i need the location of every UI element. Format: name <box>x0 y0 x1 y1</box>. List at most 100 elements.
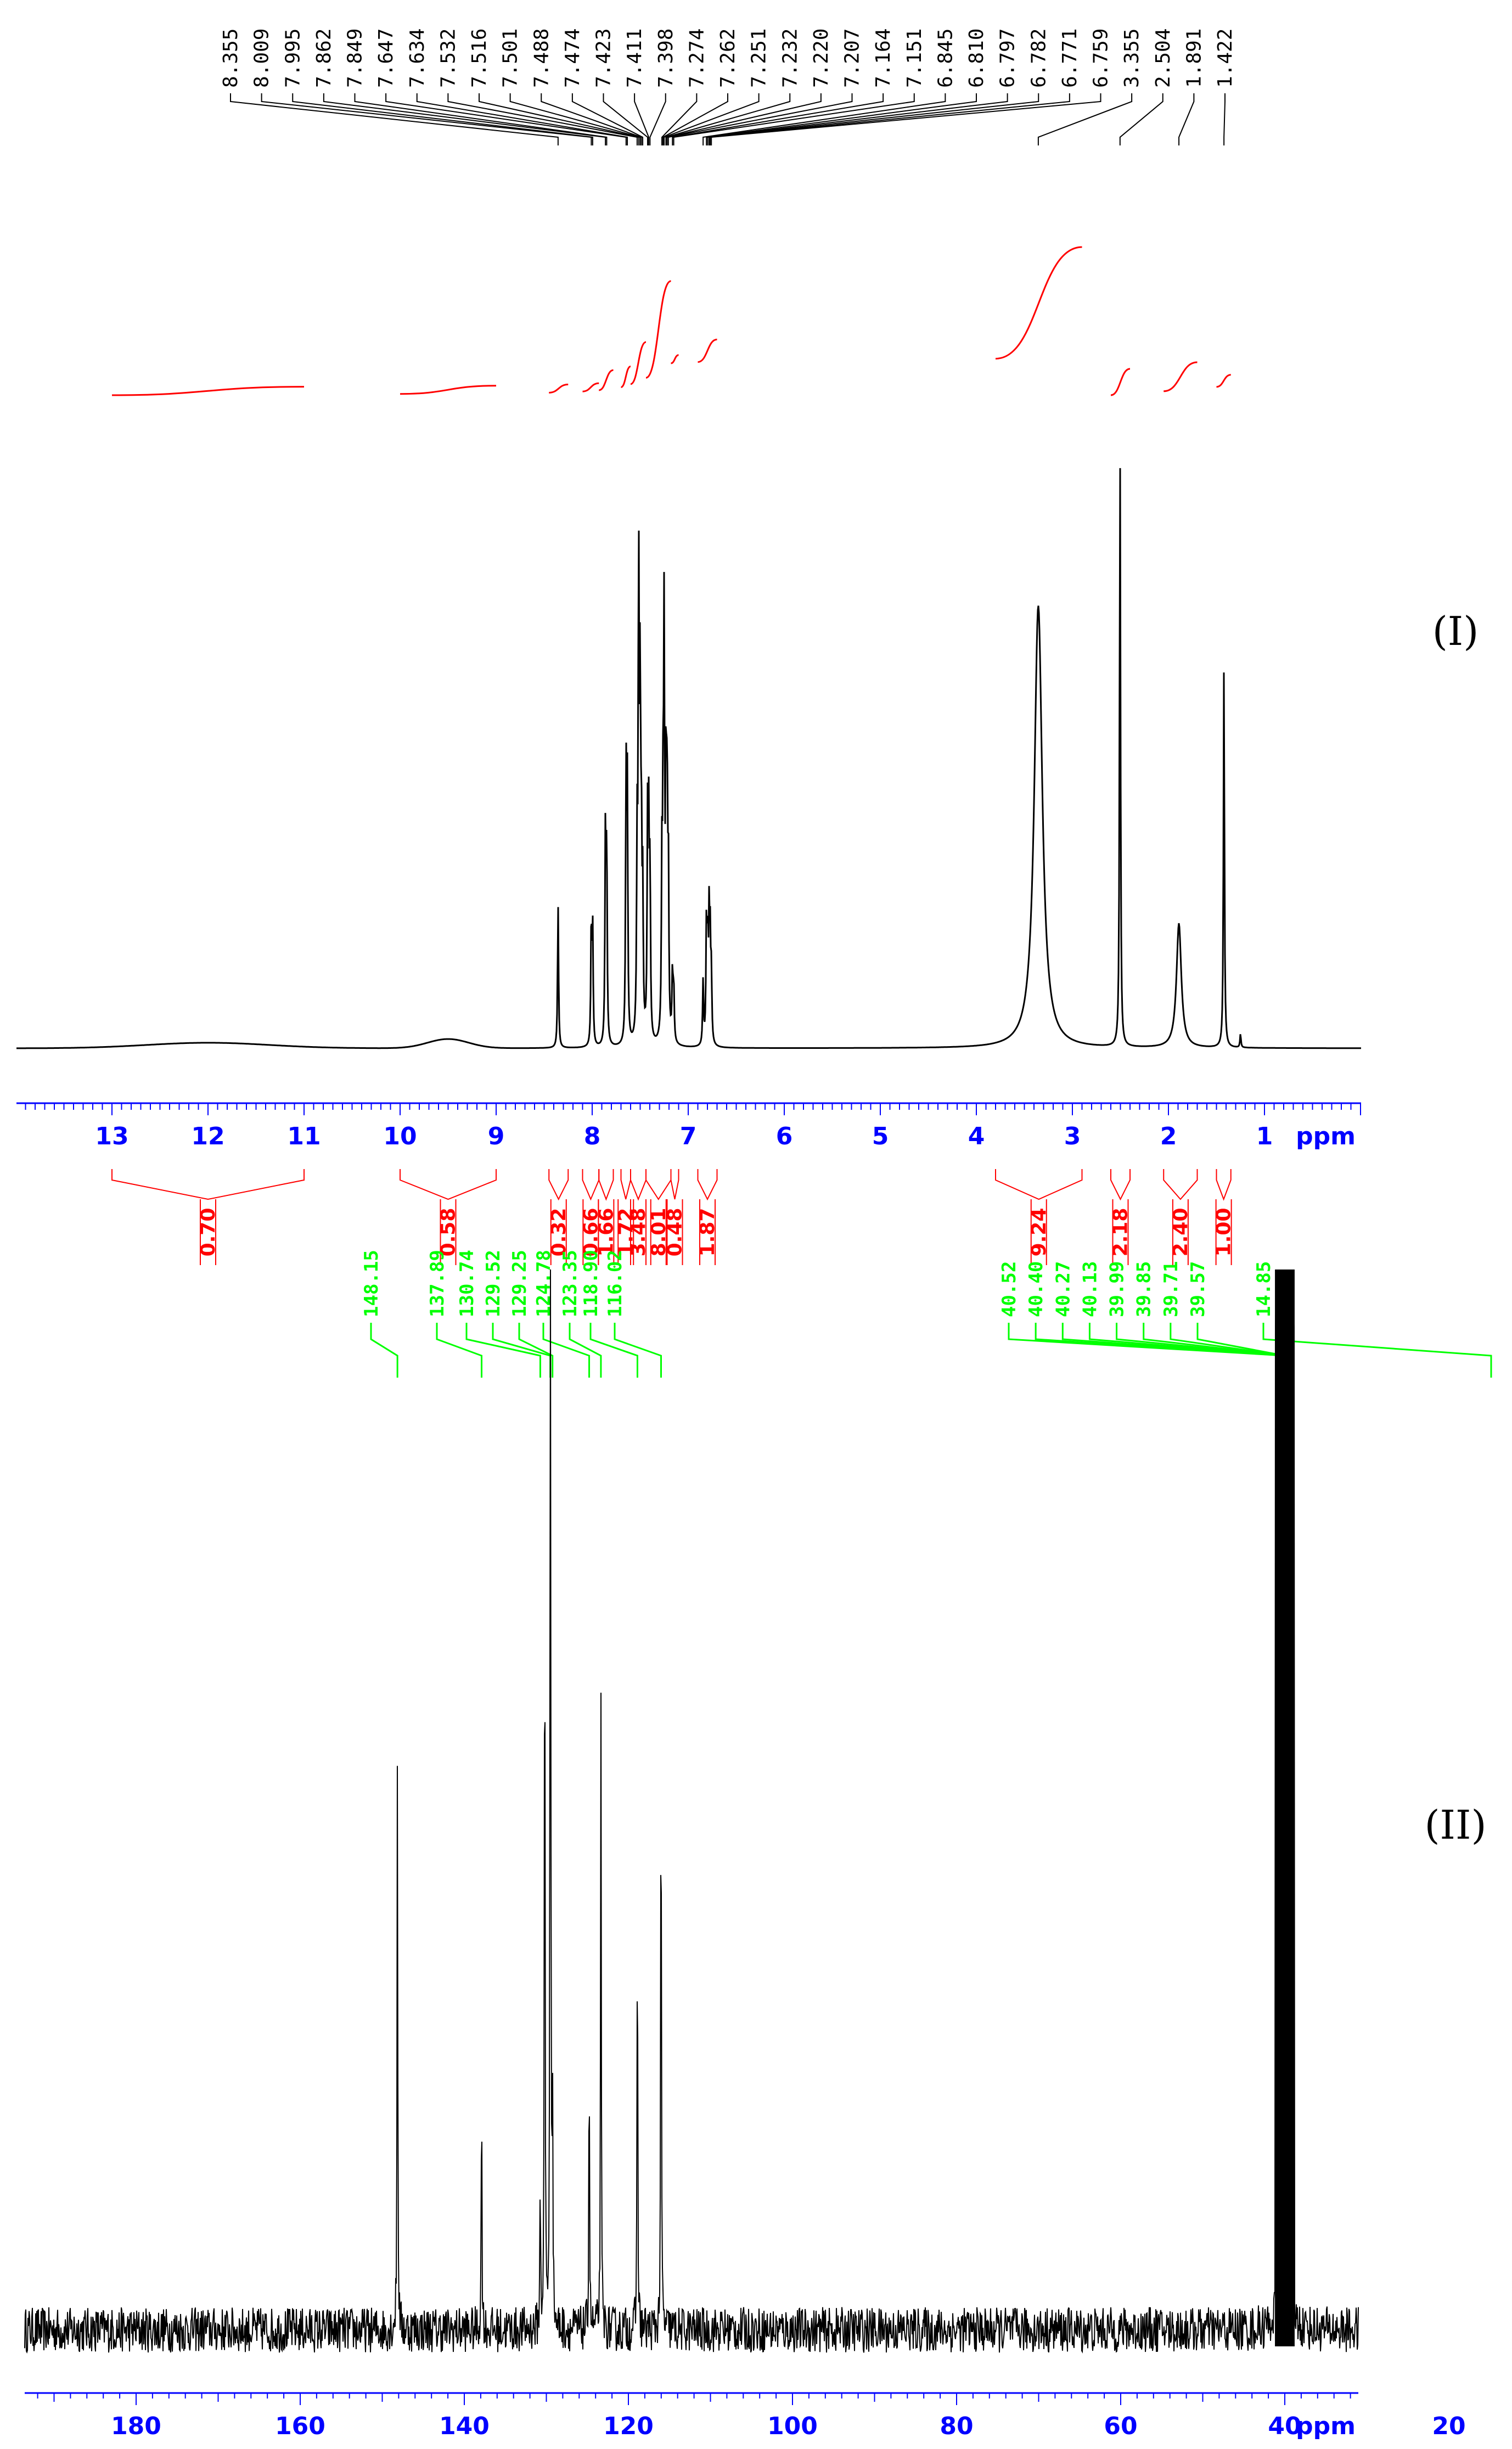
peak-label-leader <box>666 93 822 145</box>
peak-label: 7.398 <box>655 29 677 88</box>
peak-label-leader <box>709 93 1039 145</box>
peak-label-leader <box>1119 93 1163 145</box>
peak-label: 6.771 <box>1059 29 1081 88</box>
integral-value: 2.40 <box>1170 1208 1192 1257</box>
axis-tick-label: 6 <box>776 1122 793 1150</box>
peak-label: 7.164 <box>872 29 895 88</box>
carbon-peak-label: 39.71 <box>1160 1261 1182 1317</box>
carbon-peak-label: 40.52 <box>998 1261 1020 1317</box>
peak-label: 7.634 <box>406 29 429 88</box>
axis-tick-label: 8 <box>584 1122 601 1150</box>
peak-label: 7.251 <box>748 29 771 88</box>
integral-value: 2.18 <box>1110 1208 1132 1257</box>
peak-label: 7.862 <box>313 29 335 88</box>
carbon-peak-label: 118.90 <box>580 1250 602 1317</box>
peak-label: 8.355 <box>220 29 242 88</box>
integral-curve <box>1110 368 1131 396</box>
axis-tick-label: 10 <box>383 1122 417 1150</box>
peak-label: 8.009 <box>251 29 273 88</box>
integral-curve <box>671 354 679 364</box>
peak-label: 2.504 <box>1152 29 1174 88</box>
integral-curve <box>598 369 614 391</box>
peak-label: 6.797 <box>997 29 1019 88</box>
integral-bracket <box>995 1169 1083 1200</box>
axis-tick-label: 2 <box>1160 1122 1177 1150</box>
peak-label-leader <box>662 93 728 145</box>
peak-label: 1.891 <box>1183 29 1205 88</box>
carbon-peak-leader <box>436 1323 483 1378</box>
integral-curve <box>1216 374 1232 388</box>
integral-value: 9.24 <box>1028 1208 1050 1257</box>
axis-tick-label: 100 <box>767 2412 818 2440</box>
integral-curve <box>1163 361 1198 392</box>
axis-tick-label: 20 <box>1432 2412 1465 2440</box>
peak-label: 7.474 <box>561 29 584 88</box>
peak-label-leader <box>702 93 946 145</box>
solvent-peak <box>1275 1270 1295 2346</box>
carbon-peak-label: 40.40 <box>1025 1261 1047 1317</box>
proton-spectrum-trace <box>16 468 1361 1049</box>
proton-nmr-panel: 8.355 8.009 7.995 7.862 7.849 7.647 7.634 7.532… <box>16 29 1479 1265</box>
peak-label: 6.782 <box>1027 29 1050 88</box>
integral-value: 1.72 <box>615 1208 637 1257</box>
peak-label: 7.151 <box>903 29 926 88</box>
axis-tick-label: 13 <box>95 1122 128 1150</box>
carbon-ppm-axis: 180 160 140 120 100 80 60 40 20 ppm <box>25 2392 1466 2440</box>
peak-label: 7.488 <box>530 29 553 88</box>
carbon-peak-label: 124.78 <box>533 1250 555 1317</box>
peak-label-leader <box>711 93 1101 145</box>
carbon-peak-leader <box>1262 1323 1492 1378</box>
axis-unit-label: ppm <box>1296 1122 1356 1150</box>
peak-label-leader <box>706 93 977 145</box>
peak-label: 7.220 <box>810 29 833 88</box>
peak-label: 7.647 <box>375 29 397 88</box>
peak-label-leader <box>385 93 627 145</box>
peak-label-leader <box>649 93 666 145</box>
carbon-peak-leader <box>542 1323 591 1378</box>
peak-label-leader <box>479 93 639 145</box>
peak-label: 7.849 <box>344 29 367 88</box>
integral-curve <box>400 385 497 395</box>
peak-label-leader <box>571 93 644 145</box>
axis-tick-label: 140 <box>439 2412 490 2440</box>
integral-value: 1.00 <box>1213 1208 1235 1257</box>
carbon-peak-label: 129.25 <box>509 1250 531 1317</box>
carbon-peak-label: 39.85 <box>1133 1261 1155 1317</box>
peak-label-leader <box>354 93 608 145</box>
peak-label-leader <box>672 93 884 145</box>
carbon-spectrum <box>24 1269 1359 2354</box>
peak-label-leader <box>707 93 1008 145</box>
integral-bracket <box>548 1169 569 1201</box>
peak-label-leader <box>509 93 641 145</box>
carbon-peak-label: 40.27 <box>1052 1261 1074 1317</box>
integral-curve <box>630 341 647 385</box>
proton-integral-values: 0.70 0.58 0.32 0.661.661.723.488.010.48 1.87… <box>111 1169 1235 1265</box>
carbon-peak-label: 123.35 <box>559 1250 581 1317</box>
integral-curve <box>582 382 599 392</box>
axis-tick-label: 120 <box>603 2412 654 2440</box>
peak-label: 7.532 <box>437 29 459 88</box>
carbon-peak-label: 137.89 <box>426 1250 448 1317</box>
peak-label: 3.355 <box>1121 29 1143 88</box>
peak-label: 7.262 <box>717 29 739 88</box>
panel-label-ii: (II) <box>1424 1802 1486 1848</box>
axis-tick-label: 40 <box>1268 2412 1301 2440</box>
peak-label-leader <box>665 93 791 145</box>
axis-tick-label: 1 <box>1256 1122 1273 1150</box>
integral-bracket <box>598 1169 614 1201</box>
integral-value: 0.48 <box>664 1208 687 1257</box>
integral-bracket <box>697 1169 718 1201</box>
carbon-peak-leader <box>614 1323 662 1378</box>
carbon-peak-label: 39.57 <box>1187 1261 1209 1317</box>
carbon-peak-label: 148.15 <box>361 1250 383 1317</box>
axis-tick-label: 3 <box>1064 1122 1081 1150</box>
peak-label: 7.411 <box>623 29 646 88</box>
integral-curve <box>698 338 717 363</box>
peak-label-leader <box>1178 93 1195 145</box>
integral-bracket <box>670 1169 679 1200</box>
proton-ppm-axis: 13 12 11 10 9 8 7 6 5 4 3 2 1 ppm <box>16 1102 1361 1150</box>
peak-label-leader <box>603 93 648 145</box>
integral-bracket <box>400 1169 497 1200</box>
